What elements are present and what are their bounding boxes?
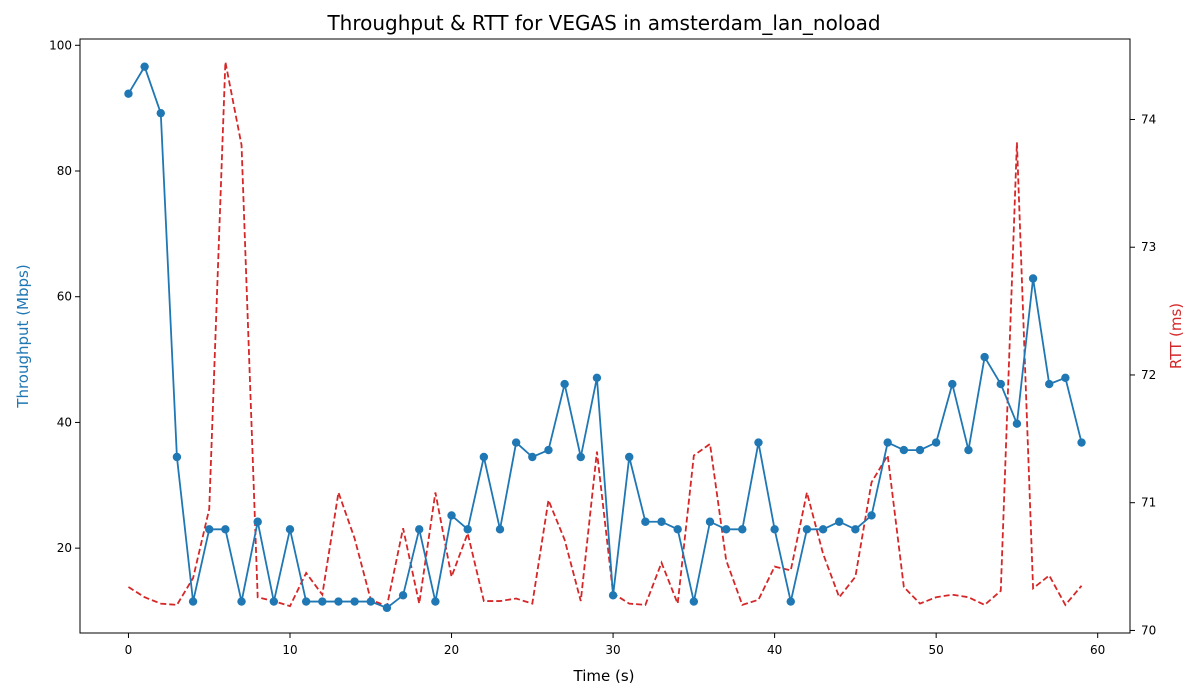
throughput-point	[415, 525, 424, 534]
throughput-point	[1028, 274, 1038, 283]
throughput-point	[835, 517, 844, 526]
throughput-point	[124, 89, 133, 98]
throughput-point	[447, 511, 456, 520]
throughput-point	[899, 445, 909, 455]
throughput-point	[608, 591, 618, 600]
throughput-point	[172, 452, 182, 462]
x-tick-label: 50	[929, 643, 944, 657]
throughput-point	[705, 517, 715, 526]
throughput-point	[948, 379, 957, 389]
y-left-tick-label: 100	[49, 38, 72, 52]
y-left-tick-label: 60	[57, 290, 72, 304]
throughput-point	[1045, 379, 1054, 389]
x-tick-label: 20	[444, 643, 459, 657]
throughput-point	[883, 438, 892, 447]
throughput-point	[221, 525, 230, 534]
y-right-tick-label: 70	[1141, 623, 1156, 637]
throughput-point	[560, 379, 569, 389]
throughput-point	[964, 445, 973, 455]
throughput-point	[511, 438, 521, 447]
y-right-tick-label: 72	[1141, 368, 1156, 382]
x-tick-label: 10	[282, 643, 297, 657]
throughput-point	[915, 445, 925, 455]
rtt-series	[127, 61, 1083, 608]
throughput-series	[124, 62, 1086, 613]
throughput-point	[818, 525, 828, 534]
throughput-point	[689, 597, 699, 606]
throughput-point	[576, 452, 585, 462]
throughput-point	[867, 511, 876, 520]
throughput-point	[382, 603, 392, 613]
throughput-point	[673, 525, 682, 534]
throughput-point	[334, 597, 343, 606]
throughput-point	[318, 597, 327, 606]
throughput-point	[641, 517, 650, 526]
throughput-point	[931, 438, 941, 447]
throughput-point	[996, 379, 1005, 389]
throughput-point	[786, 597, 795, 606]
throughput-point	[188, 597, 198, 606]
x-tick-label: 0	[125, 643, 133, 657]
x-tick-label: 40	[767, 643, 782, 657]
throughput-point	[237, 597, 246, 606]
throughput-point	[350, 597, 359, 606]
throughput-point	[625, 452, 634, 462]
throughput-point	[140, 62, 149, 71]
throughput-point	[495, 525, 505, 534]
throughput-point	[253, 517, 262, 526]
y-left-tick-label: 80	[57, 164, 72, 178]
y-left-axis-label: Throughput (Mbps)	[14, 264, 32, 408]
y-right-tick-label: 73	[1141, 240, 1156, 254]
throughput-point	[285, 525, 295, 534]
y-left-tick-label: 40	[57, 415, 72, 429]
throughput-point	[205, 525, 214, 534]
throughput-point	[544, 445, 553, 455]
throughput-point	[980, 352, 989, 362]
throughput-point	[269, 597, 279, 606]
x-tick-label: 30	[605, 643, 620, 657]
throughput-point	[1077, 438, 1086, 447]
x-axis-ticks: 0 10 20 30 40 50 60	[125, 633, 1105, 657]
y-right-axis-ticks: 70 71 72 73 74	[1130, 112, 1156, 637]
throughput-point	[366, 597, 375, 606]
rtt-line	[127, 61, 1083, 608]
throughput-point	[1012, 419, 1022, 428]
throughput-point	[592, 373, 602, 382]
throughput-point	[851, 525, 860, 534]
throughput-point	[754, 438, 763, 447]
y-right-tick-label: 74	[1141, 112, 1156, 126]
throughput-point	[301, 597, 311, 606]
y-right-axis-label: RTT (ms)	[1167, 303, 1185, 369]
throughput-point	[802, 525, 812, 534]
throughput-point	[721, 525, 731, 534]
throughput-point	[431, 597, 440, 606]
throughput-point	[738, 525, 747, 534]
chart-title: Throughput & RTT for VEGAS in amsterdam_…	[326, 11, 880, 35]
throughput-point	[770, 525, 779, 534]
throughput-point	[479, 452, 489, 462]
throughput-point	[1061, 373, 1070, 382]
x-tick-label: 60	[1090, 643, 1105, 657]
y-right-tick-label: 71	[1141, 496, 1156, 510]
plot-frame	[79, 38, 1131, 634]
y-left-axis-ticks: 20 40 60 80 100	[49, 38, 80, 555]
throughput-point	[657, 517, 666, 526]
throughput-point	[156, 108, 165, 118]
x-axis-label: Time (s)	[573, 667, 635, 685]
throughput-point	[463, 525, 472, 534]
y-left-tick-label: 20	[57, 541, 72, 555]
plot-border	[79, 38, 1131, 634]
throughput-point	[528, 452, 537, 462]
throughput-point	[398, 591, 408, 600]
